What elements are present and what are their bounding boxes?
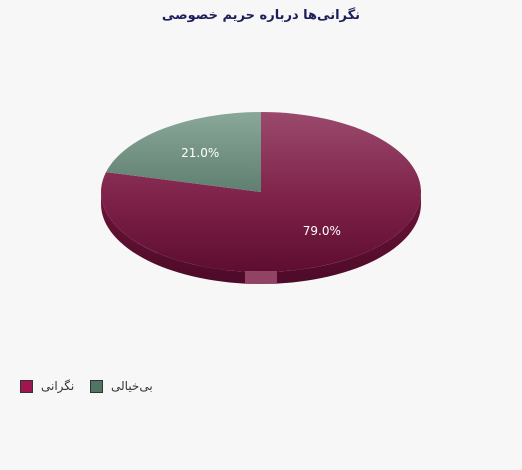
legend: نگرانی بی‌خیالی	[20, 378, 220, 398]
legend-swatch-indifference	[90, 380, 103, 393]
pie-slice-1[interactable]	[106, 111, 261, 192]
legend-swatch-concern	[20, 380, 33, 393]
data-label-1: 21.0%	[181, 146, 219, 160]
pie-slice-0[interactable]	[101, 112, 422, 272]
chart-title: نگرانی‌ها درباره حریم خصوصی	[161, 8, 361, 23]
legend-label-concern: نگرانی	[41, 379, 75, 393]
legend-label-indifference: بی‌خیالی	[111, 379, 153, 393]
data-label-0: 79.0%	[303, 224, 341, 238]
pie-highlight	[245, 271, 277, 284]
